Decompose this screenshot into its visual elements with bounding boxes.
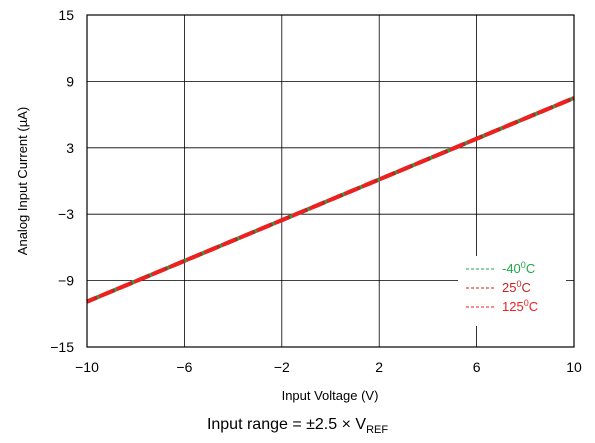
legend-box: [458, 256, 566, 326]
caption-subscript: REF: [366, 424, 389, 437]
legend-entry: 1250C: [502, 298, 538, 314]
series-line: [86, 96, 575, 304]
y-tick-label: 9: [66, 73, 74, 89]
chart-caption: Input range = ±2.5 × VREF: [0, 416, 595, 436]
x-tick-label: 10: [566, 359, 582, 375]
y-tick-label: −15: [50, 339, 74, 355]
x-tick-label: −2: [274, 359, 290, 375]
x-tick-label: 2: [375, 359, 383, 375]
y-tick-label: −9: [58, 273, 74, 289]
y-tick-label: 3: [66, 140, 74, 156]
legend-entry: -400C: [502, 260, 535, 276]
y-tick-labels: −15 −9 −3 3 9 15: [50, 7, 74, 355]
y-tick-label: −3: [58, 206, 74, 222]
x-tick-label: −10: [75, 359, 99, 375]
series-layer: [86, 96, 575, 304]
y-tick-label: 15: [58, 7, 74, 23]
plot-border: [86, 14, 575, 348]
chart: −10 −6 −2 2 6 10 −15 −9 −3 3 9 15 Input Voltage (V…: [15, 7, 582, 403]
caption-prefix: Input range = ±2.5 × V: [206, 416, 367, 433]
x-tick-label: 6: [473, 359, 481, 375]
x-tick-labels: −10 −6 −2 2 6 10: [75, 359, 582, 375]
y-axis-label: Analog Input Current (µA): [15, 107, 30, 255]
x-tick-label: −6: [176, 359, 192, 375]
x-axis-label: Input Voltage (V): [282, 388, 379, 403]
legend-entry: 250C: [502, 279, 531, 295]
legend: -400C 250C 1250C: [466, 260, 538, 314]
